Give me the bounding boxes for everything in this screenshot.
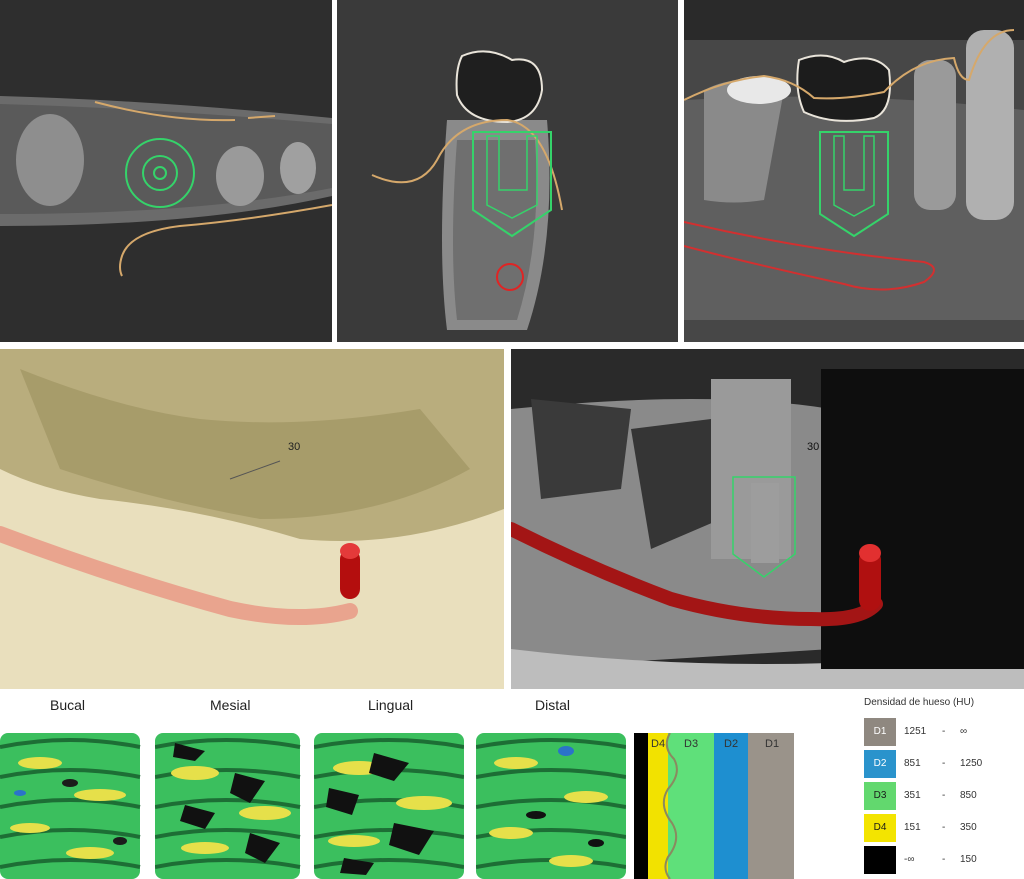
thread-map-mesial bbox=[155, 733, 305, 879]
implant-number-label-xray: 30 bbox=[807, 441, 820, 453]
ct-axial-view bbox=[0, 0, 332, 342]
legend-row-d1: D1 1251 - ∞ bbox=[864, 718, 1014, 746]
legend-from: 1251 bbox=[904, 726, 927, 737]
density-bar-label-d2: D2 bbox=[724, 738, 739, 750]
thread-map-lingual bbox=[314, 733, 464, 879]
legend-swatch: D3 bbox=[864, 782, 896, 810]
label-distal: Distal bbox=[535, 697, 571, 713]
density-bar-label-d3: D3 bbox=[684, 738, 699, 750]
legend-row-d3: D3 351 - 850 bbox=[864, 782, 1014, 810]
legend-from: 151 bbox=[904, 822, 921, 833]
legend-row-d2: D2 851 - 1250 bbox=[864, 750, 1014, 778]
legend-to: 350 bbox=[960, 822, 977, 833]
ct-axial-image bbox=[0, 0, 332, 342]
legend-sep: - bbox=[942, 726, 946, 737]
label-mesial: Mesial bbox=[210, 697, 251, 713]
legend-to: ∞ bbox=[960, 726, 968, 737]
legend-to: 150 bbox=[960, 854, 977, 865]
bone-3d-render-view: 30 bbox=[0, 349, 504, 689]
legend-row-low: -∞ - 150 bbox=[864, 846, 1014, 874]
legend-sep: - bbox=[942, 854, 946, 865]
density-bar-label-d4: D4 bbox=[651, 738, 666, 750]
ct-cross-section-view bbox=[337, 0, 678, 342]
bone-3d-render-image bbox=[0, 349, 504, 689]
legend-sep: - bbox=[942, 822, 946, 833]
label-bucal: Bucal bbox=[50, 697, 86, 713]
legend-from: 851 bbox=[904, 758, 921, 769]
legend-sep: - bbox=[942, 758, 946, 769]
thread-map-distal bbox=[476, 733, 626, 879]
label-lingual: Lingual bbox=[368, 697, 414, 713]
legend-to: 1250 bbox=[960, 758, 983, 769]
density-scale-bar bbox=[634, 733, 794, 879]
legend-swatch: D1 bbox=[864, 718, 896, 746]
legend-row-d4: D4 151 - 350 bbox=[864, 814, 1014, 842]
legend-to: 850 bbox=[960, 790, 977, 801]
ct-panoramic-image bbox=[684, 0, 1024, 342]
thread-map-bucal bbox=[0, 733, 150, 879]
legend-swatch: D4 bbox=[864, 814, 896, 842]
xray-render-view: 30 bbox=[511, 349, 1024, 689]
ct-cross-section-image bbox=[337, 0, 678, 342]
legend-from: -∞ bbox=[904, 854, 915, 865]
density-bar-label-d1: D1 bbox=[765, 738, 780, 750]
xray-render-image bbox=[511, 349, 1024, 689]
implant-number-label: 30 bbox=[288, 441, 301, 453]
legend-title: Densidad de hueso (HU) bbox=[864, 697, 975, 708]
legend-sep: - bbox=[942, 790, 946, 801]
legend-swatch bbox=[864, 846, 896, 874]
legend-swatch: D2 bbox=[864, 750, 896, 778]
legend-from: 351 bbox=[904, 790, 921, 801]
ct-panoramic-view bbox=[684, 0, 1024, 342]
